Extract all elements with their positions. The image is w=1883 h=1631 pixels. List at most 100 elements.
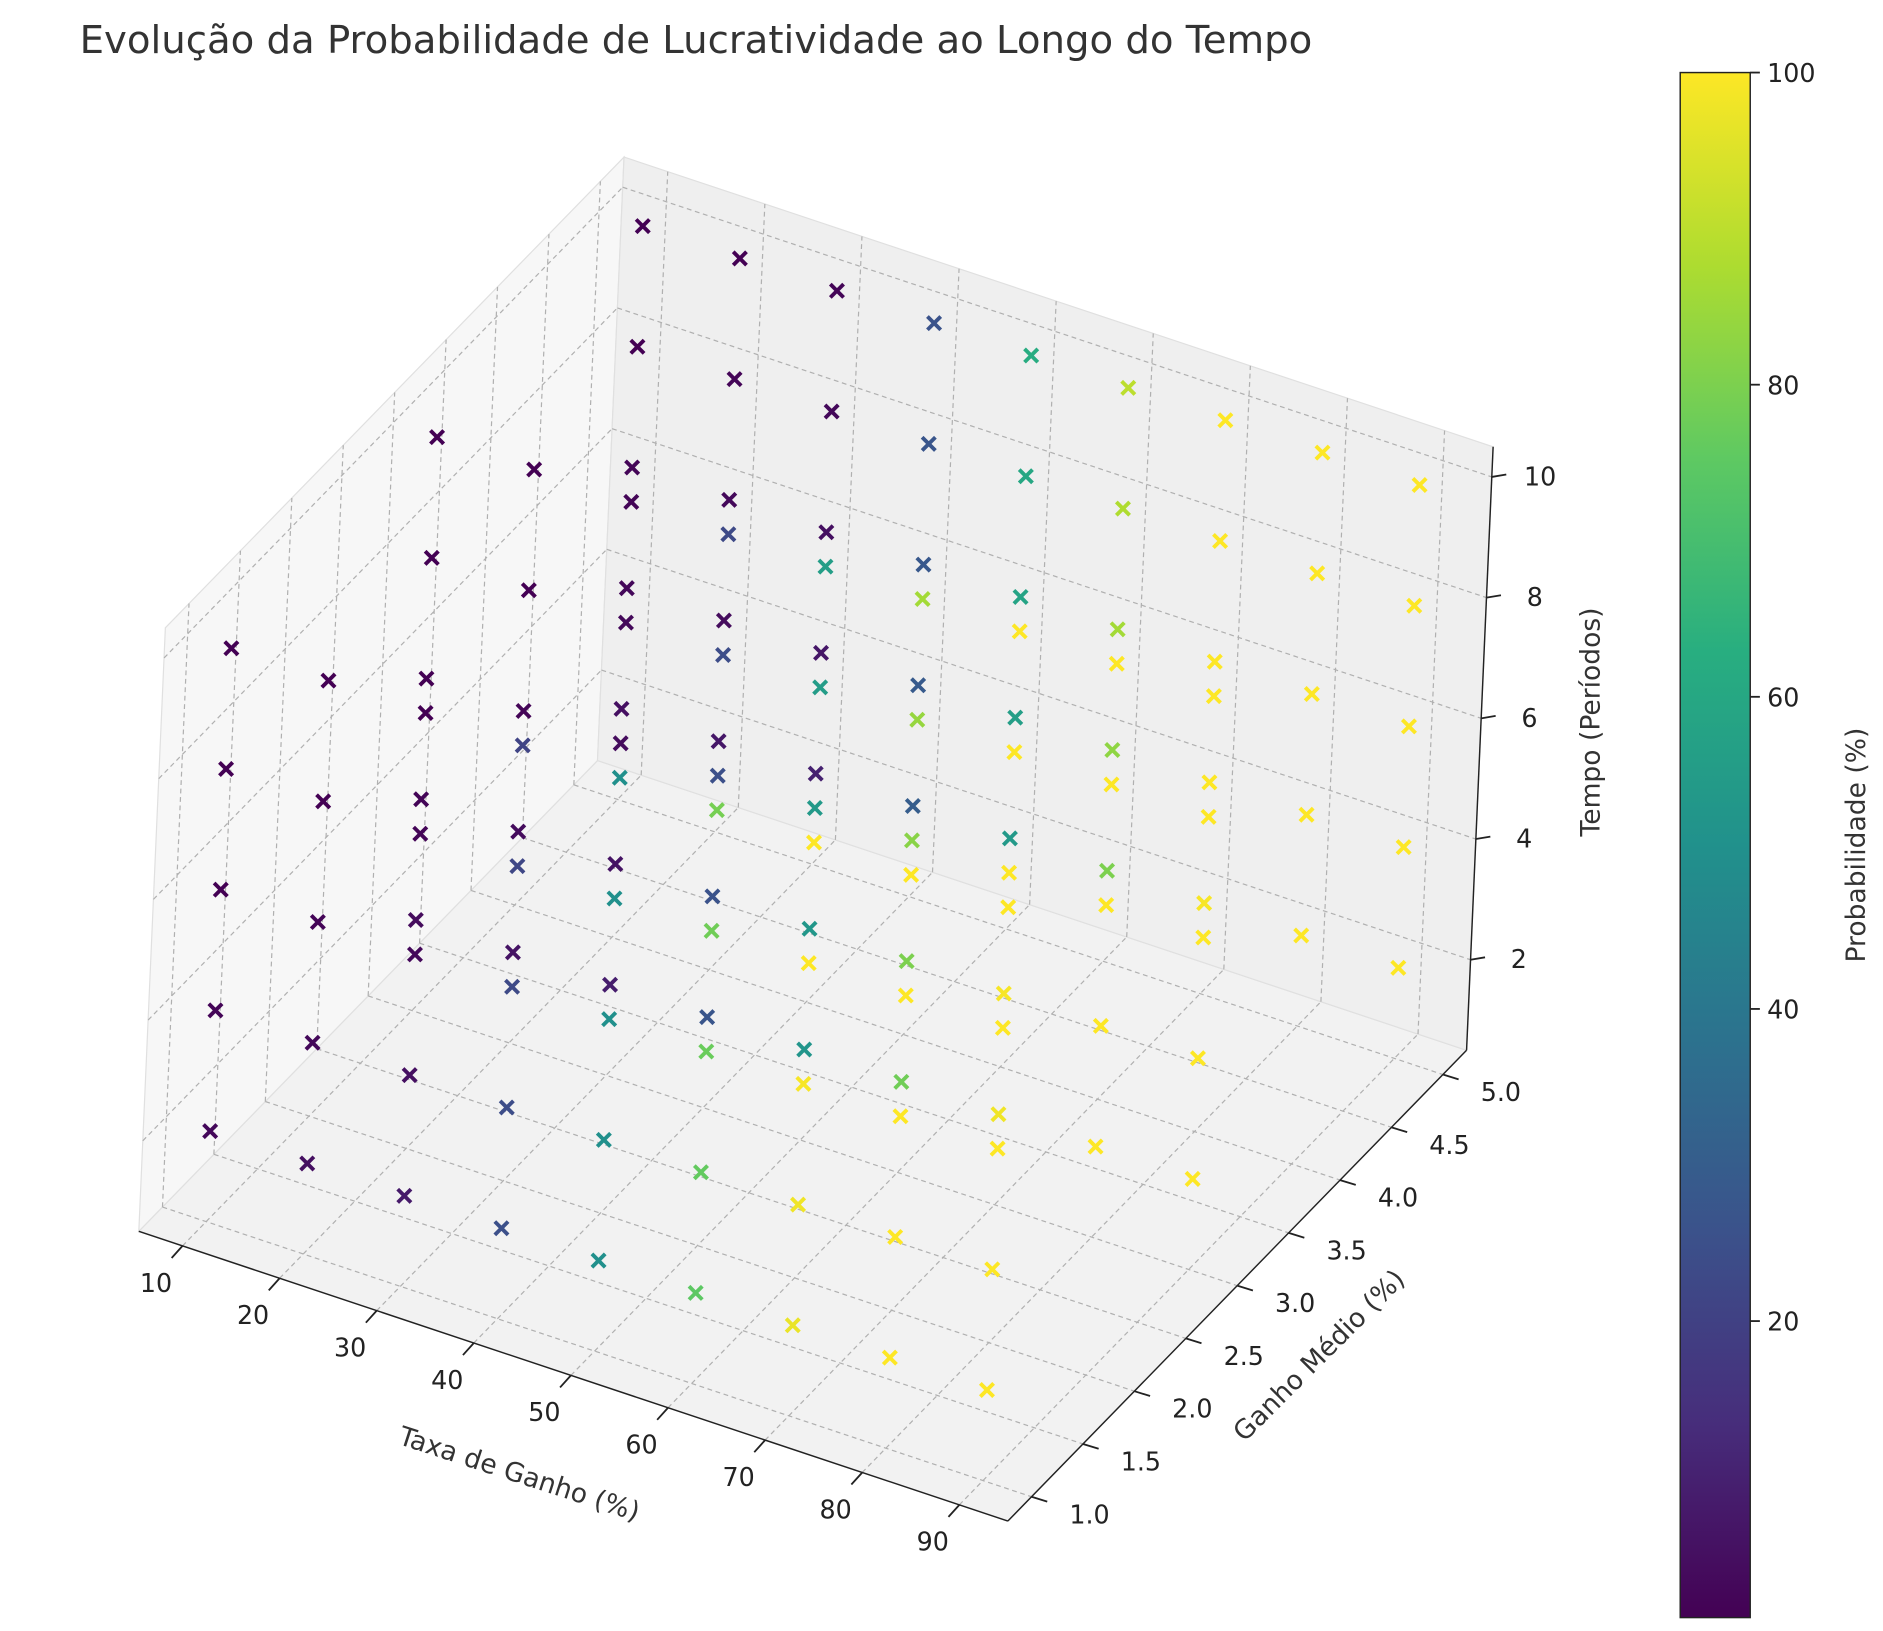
- data-point: [978, 1382, 995, 1399]
- data-point: [498, 1099, 515, 1116]
- data-point: [407, 911, 424, 928]
- tick-mark: [1236, 1284, 1254, 1292]
- data-point: [417, 705, 434, 722]
- data-point: [1104, 742, 1121, 759]
- chart-title: Evolução da Probabilidade de Lucrativida…: [80, 18, 1313, 63]
- y-tick-label: 4.5: [1429, 1130, 1469, 1160]
- grid-line: [419, 942, 1289, 1234]
- tick-mark: [170, 1245, 184, 1259]
- grid-line: [522, 837, 1392, 1128]
- data-point: [623, 493, 640, 510]
- z-tick-label: 8: [1527, 582, 1543, 612]
- y-tick-label: 1.0: [1069, 1499, 1109, 1529]
- data-point: [731, 250, 748, 267]
- data-point: [784, 1317, 801, 1334]
- data-point: [1400, 718, 1417, 735]
- x-tick-label: 20: [237, 1300, 269, 1330]
- grid-line: [265, 1100, 1135, 1392]
- tick-mark: [268, 1277, 281, 1291]
- data-point: [892, 1108, 909, 1125]
- data-point: [396, 1187, 413, 1204]
- data-point: [634, 218, 651, 235]
- data-point: [1200, 808, 1217, 825]
- colorbar-scale: [1679, 71, 1751, 1619]
- data-point: [721, 491, 738, 508]
- data-point: [1007, 709, 1024, 726]
- data-point: [823, 403, 840, 420]
- x-tick-label: 80: [820, 1494, 852, 1524]
- data-point: [1017, 468, 1034, 485]
- data-point: [1298, 806, 1315, 823]
- data-point: [903, 832, 920, 849]
- data-point: [520, 582, 537, 599]
- data-point: [510, 823, 527, 840]
- grid-line: [213, 1153, 1084, 1445]
- data-point: [806, 834, 823, 851]
- grid-line: [606, 548, 1477, 840]
- data-point: [989, 1140, 1006, 1157]
- data-point: [218, 760, 235, 777]
- data-point: [1206, 653, 1223, 670]
- data-point: [817, 558, 834, 575]
- x-axis-label: Taxa de Ganho (%): [394, 1420, 643, 1527]
- data-point: [1189, 1050, 1206, 1067]
- data-point: [709, 767, 726, 784]
- data-point: [1087, 1138, 1104, 1155]
- data-point: [309, 914, 326, 931]
- axis-line: [138, 1230, 1009, 1522]
- tick-mark: [1185, 1337, 1202, 1345]
- tick-mark: [1470, 956, 1486, 961]
- data-point: [910, 677, 927, 694]
- z-axis-label: Tempo (Períodos): [1575, 607, 1606, 837]
- data-point: [515, 702, 532, 719]
- x-tick-label: 40: [431, 1365, 463, 1395]
- grid-line: [601, 669, 1471, 961]
- data-point: [903, 866, 920, 883]
- data-point: [994, 1019, 1011, 1036]
- data-point: [617, 614, 634, 631]
- data-point: [813, 644, 830, 661]
- data-point: [612, 735, 629, 752]
- tick-mark: [559, 1374, 572, 1389]
- data-point: [595, 1131, 612, 1148]
- data-point: [406, 946, 423, 963]
- data-point: [915, 556, 932, 573]
- y-tick-label: 4.0: [1378, 1183, 1418, 1213]
- data-point: [1023, 347, 1040, 364]
- data-point: [1184, 1170, 1201, 1187]
- axis-line: [1007, 1049, 1468, 1522]
- data-point: [1120, 379, 1137, 396]
- data-point: [590, 1252, 607, 1269]
- data-point: [887, 1228, 904, 1245]
- grid-line: [611, 428, 1482, 719]
- data-point: [1098, 897, 1115, 914]
- data-point: [618, 580, 635, 597]
- data-point: [990, 1106, 1007, 1123]
- data-point: [1309, 565, 1326, 582]
- tick-mark: [850, 1471, 863, 1486]
- tick-mark: [1486, 594, 1502, 599]
- tick-mark: [1442, 1073, 1459, 1081]
- data-point: [828, 282, 845, 299]
- data-point: [613, 700, 630, 717]
- grid-line: [573, 784, 1444, 1076]
- data-point: [1293, 927, 1310, 944]
- tick-mark: [462, 1342, 475, 1356]
- tick-mark: [1082, 1443, 1099, 1450]
- colorbar-tick-label: 80: [1767, 370, 1799, 400]
- grid-line: [162, 1206, 1032, 1498]
- data-point: [629, 338, 646, 355]
- grid-line: [622, 186, 1492, 478]
- data-point: [412, 825, 429, 842]
- x-tick-label: 30: [334, 1332, 366, 1362]
- z-tick-label: 10: [1524, 461, 1556, 491]
- data-point: [299, 1155, 316, 1172]
- data-point: [606, 890, 623, 907]
- tick-mark: [1481, 715, 1496, 720]
- data-point: [1395, 839, 1412, 856]
- y-tick-label: 5.0: [1481, 1077, 1521, 1107]
- data-point: [1205, 688, 1222, 705]
- data-point: [715, 646, 732, 663]
- x-tick-label: 70: [722, 1462, 754, 1492]
